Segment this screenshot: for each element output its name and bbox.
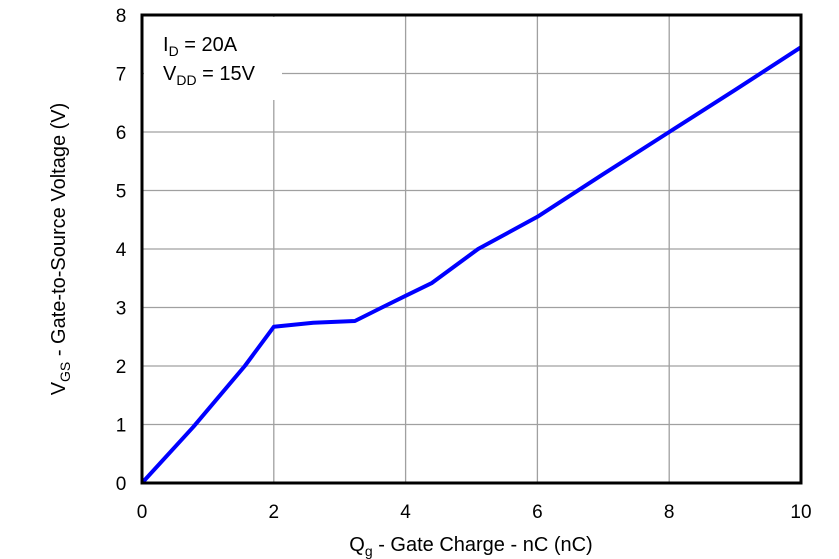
y-tick-label: 6 (116, 123, 127, 144)
y-tick-label: 2 (116, 357, 127, 378)
x-tick-label: 0 (137, 502, 148, 523)
x-tick-label: 2 (269, 502, 280, 523)
y-tick-label: 1 (116, 416, 127, 437)
annotation-line: VDD = 15V (163, 63, 256, 88)
x-tick-label: 6 (532, 502, 543, 523)
y-tick-label: 8 (116, 6, 127, 27)
y-tick-label: 4 (116, 240, 127, 261)
y-tick-label: 0 (116, 474, 127, 495)
x-tick-label: 4 (400, 502, 411, 523)
y-tick-label: 5 (116, 182, 127, 203)
y-tick-label: 7 (116, 65, 127, 86)
y-axis-label: VGS - Gate-to-Source Voltage (V) (48, 103, 73, 396)
x-tick-label: 10 (790, 502, 811, 523)
annotation-line: ID = 20A (163, 34, 238, 59)
annotation-background (144, 17, 282, 100)
test-conditions-annotation: ID = 20A VDD = 15V (163, 34, 256, 88)
vgs-curve (140, 45, 803, 485)
x-axis-label: Qg - Gate Charge - nC (nC) (349, 534, 592, 559)
x-tick-label: 8 (664, 502, 675, 523)
x-tick-labels: 0 2 4 6 8 10 (137, 502, 812, 523)
y-tick-label: 3 (116, 299, 127, 320)
plot-frame (140, 13, 803, 485)
y-tick-labels: 0 1 2 3 4 5 6 7 8 (116, 6, 127, 495)
